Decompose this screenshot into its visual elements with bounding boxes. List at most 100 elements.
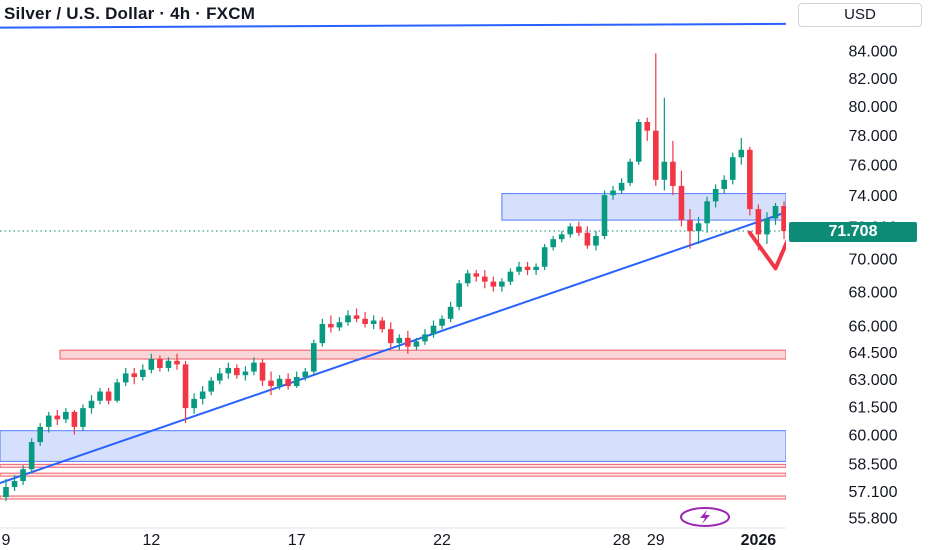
- candle: [148, 353, 155, 374]
- candle-body: [413, 341, 420, 347]
- candle-body: [362, 318, 368, 324]
- support-line-1: [0, 463, 787, 468]
- candle-body: [379, 320, 385, 330]
- candle-body: [251, 362, 257, 372]
- candle-body: [482, 276, 488, 282]
- y-tick-label: 57.100: [849, 484, 898, 501]
- candle-body: [738, 149, 745, 158]
- candle: [370, 315, 377, 330]
- chart-title: Silver / U.S. Dollar · 4h · FXCM: [4, 4, 256, 23]
- x-tick-label: 2026: [741, 532, 777, 549]
- candle-body: [576, 226, 582, 233]
- candle-body: [63, 411, 69, 420]
- candle: [635, 119, 642, 165]
- candle-body: [687, 220, 693, 232]
- candle-body: [3, 487, 9, 498]
- candle: [670, 140, 676, 196]
- candle-body: [755, 209, 762, 235]
- candle: [396, 334, 403, 351]
- candle-body: [114, 382, 120, 401]
- ascending-support-line: [0, 197, 828, 484]
- y-tick-label: 80.000: [849, 99, 898, 116]
- x-axis[interactable]: 9 12 17 22 28 29 2026: [0, 527, 786, 550]
- candle: [405, 330, 411, 354]
- candle: [131, 367, 138, 385]
- candle: [362, 311, 368, 328]
- candle-body: [764, 218, 770, 235]
- candle-body: [439, 318, 445, 326]
- candle: [45, 411, 52, 433]
- candle-body: [405, 337, 411, 347]
- candle: [80, 404, 86, 431]
- candle-body: [88, 400, 95, 409]
- candle-body: [80, 408, 86, 427]
- candle-body: [524, 266, 531, 271]
- y-tick-label: 60.000: [849, 427, 898, 444]
- support-line-3: [0, 495, 787, 500]
- candle-body: [208, 380, 214, 392]
- candle: [182, 360, 189, 424]
- candle: [174, 353, 180, 370]
- candle-body: [473, 273, 480, 277]
- candle: [464, 270, 471, 287]
- candle-body: [695, 223, 702, 232]
- candle: [191, 393, 197, 414]
- candle-body: [259, 362, 266, 381]
- candle: [114, 378, 120, 403]
- candle-body: [216, 373, 223, 381]
- candle-body: [71, 411, 78, 427]
- candle-body: [678, 185, 685, 221]
- tradingview-lightning-icon[interactable]: [680, 507, 730, 527]
- candle: [97, 387, 103, 405]
- candle: [311, 339, 317, 376]
- candle: [516, 261, 522, 275]
- candle-body: [11, 481, 18, 488]
- candle-body: [191, 398, 197, 409]
- currency-button[interactable]: USD: [798, 3, 922, 27]
- candle: [627, 158, 633, 186]
- y-axis-background: [786, 0, 932, 550]
- candle-body: [447, 306, 454, 319]
- y-axis[interactable]: 84.00082.00080.00078.00076.00074.00072.0…: [786, 0, 932, 550]
- candle-body: [661, 161, 668, 180]
- candle: [567, 223, 574, 238]
- candles-layer: [3, 53, 787, 502]
- candle: [772, 202, 779, 225]
- candle: [165, 357, 172, 372]
- candle-body: [729, 157, 736, 180]
- candle: [593, 231, 599, 251]
- candle-body: [772, 205, 779, 219]
- candle: [234, 364, 240, 379]
- candle-body: [627, 161, 633, 183]
- candle-body: [499, 281, 505, 287]
- candle: [490, 276, 497, 292]
- candle-body: [225, 367, 232, 374]
- candle: [456, 279, 462, 311]
- candle-body: [157, 359, 163, 368]
- candle: [336, 317, 343, 331]
- candle-body: [20, 469, 26, 482]
- trendlines-layer: [0, 22, 828, 484]
- candle-body: [533, 266, 539, 271]
- candle-body: [165, 360, 172, 368]
- candle: [764, 212, 770, 244]
- candle-body: [507, 271, 514, 282]
- candle: [550, 235, 556, 251]
- candle: [302, 367, 309, 381]
- candle: [661, 97, 668, 191]
- x-tick-label: 28: [613, 532, 631, 549]
- x-axis-background: [0, 528, 786, 550]
- candle-body: [276, 378, 283, 387]
- y-tick-label: 78.000: [849, 128, 898, 145]
- candle: [11, 475, 18, 491]
- candle-body: [456, 283, 462, 307]
- candle: [268, 371, 274, 396]
- candle: [524, 261, 531, 275]
- candle-body: [285, 378, 291, 387]
- y-tick-label: 76.000: [849, 158, 898, 175]
- candle-body: [550, 239, 556, 248]
- candle: [88, 395, 95, 414]
- candle: [54, 410, 61, 425]
